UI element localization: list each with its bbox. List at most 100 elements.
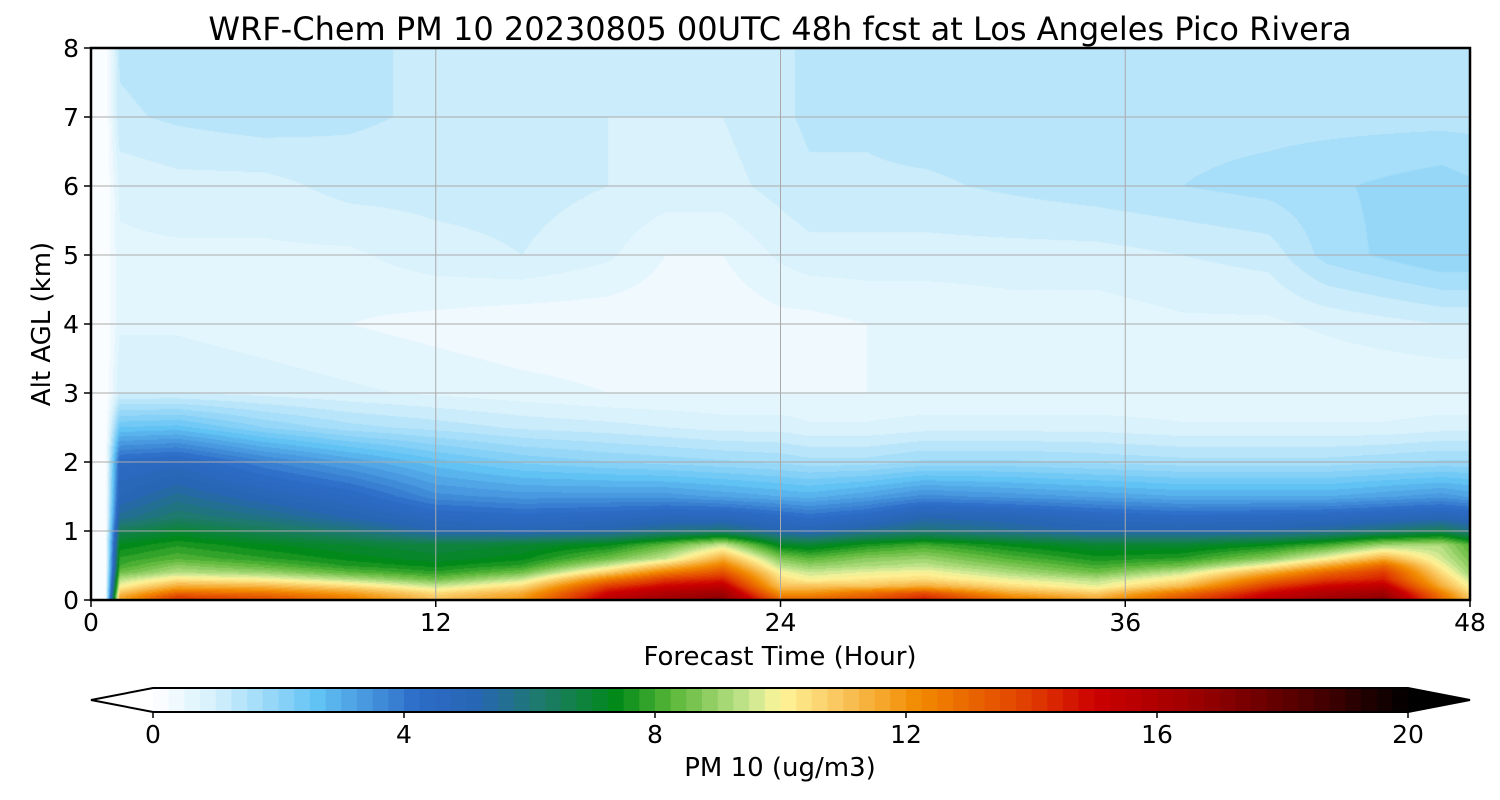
colorbar-segment	[921, 688, 938, 712]
x-tick-label: 24	[765, 608, 797, 637]
colorbar-segment	[1047, 688, 1064, 712]
y-tick-label: 0	[63, 586, 79, 615]
colorbar-segment	[1376, 688, 1393, 712]
colorbar-segment	[953, 688, 970, 712]
colorbar-segment	[278, 688, 295, 712]
colorbar-segment	[592, 688, 609, 712]
colorbar-segment	[890, 688, 907, 712]
colorbar-segment	[498, 688, 515, 712]
colorbar-segment	[529, 688, 546, 712]
colorbar-segment	[1251, 688, 1268, 712]
colorbar-segment	[231, 688, 248, 712]
colorbar-segment	[247, 688, 264, 712]
colorbar-segment	[1345, 688, 1362, 712]
colorbar-segment	[1015, 688, 1033, 712]
colorbar-segment	[482, 688, 499, 712]
y-axis-label: Alt AGL (km)	[27, 242, 57, 406]
colorbar-segment	[749, 688, 766, 712]
colorbar-tick-label: 0	[145, 720, 161, 749]
colorbar-segment	[843, 688, 860, 712]
colorbar-segment	[1298, 688, 1315, 712]
colorbar-segment	[576, 688, 593, 712]
colorbar-segment	[1172, 688, 1189, 712]
colorbar-segment	[1094, 688, 1111, 712]
colorbar-extend-high	[1408, 688, 1470, 712]
colorbar-segment	[968, 688, 986, 712]
colorbar-segment	[404, 688, 421, 712]
colorbar-segment	[388, 688, 405, 712]
colorbar-segment	[1360, 688, 1378, 712]
colorbar-segment	[1329, 688, 1346, 712]
colorbar-segment	[451, 688, 468, 712]
colorbar-segment	[655, 688, 672, 712]
chart-title: WRF-Chem PM 10 20230805 00UTC 48h fcst a…	[208, 10, 1351, 48]
colorbar-segment	[153, 688, 170, 712]
colorbar-tick-label: 20	[1392, 720, 1424, 749]
colorbar-segment	[1282, 688, 1299, 712]
colorbar-segment	[168, 688, 185, 712]
x-tick-label: 0	[83, 608, 99, 637]
colorbar-segment	[545, 688, 562, 712]
colorbar-segment	[513, 688, 531, 712]
colorbar-segment	[1109, 688, 1127, 712]
x-axis-label: Forecast Time (Hour)	[643, 642, 916, 672]
colorbar-segment	[1125, 688, 1142, 712]
colorbar-segment	[1266, 688, 1284, 712]
colorbar-segment	[623, 688, 640, 712]
colorbar-segment	[764, 688, 782, 712]
colorbar-segment	[1141, 688, 1158, 712]
colorbar-label: PM 10 (ug/m3)	[684, 753, 876, 783]
colorbar-segment	[1188, 688, 1205, 712]
colorbar-segment	[796, 688, 813, 712]
colorbar-segment	[1062, 688, 1080, 712]
colorbar-segment	[906, 688, 923, 712]
y-tick-label: 7	[63, 103, 79, 132]
y-tick-label: 3	[63, 379, 79, 408]
colorbar-ticks: 0 4 8 12 16 20	[145, 712, 1424, 749]
colorbar	[90, 687, 1471, 713]
colorbar-segment	[1392, 688, 1409, 712]
y-tick-label: 8	[63, 34, 79, 63]
colorbar-segment	[937, 688, 954, 712]
colorbar-tick-label: 8	[647, 720, 663, 749]
colorbar-segment	[294, 688, 311, 712]
colorbar-segment	[1313, 688, 1331, 712]
y-tick-label: 5	[63, 241, 79, 270]
colorbar-segment	[560, 688, 578, 712]
colorbar-extend-low	[91, 688, 153, 712]
y-axis: 0 1 2 3 4 5 6 7 8	[63, 34, 91, 615]
x-tick-label: 48	[1454, 608, 1486, 637]
colorbar-segment	[717, 688, 735, 712]
colorbar-segment	[702, 688, 719, 712]
colorbar-tick-label: 4	[396, 720, 412, 749]
colorbar-segment	[1031, 688, 1048, 712]
y-tick-label: 6	[63, 172, 79, 201]
colorbar-segment	[1204, 688, 1221, 712]
colorbar-segment	[1157, 688, 1174, 712]
colorbar-segment	[670, 688, 687, 712]
colorbar-segment	[184, 688, 201, 712]
colorbar-segment	[325, 688, 342, 712]
y-tick-label: 2	[63, 448, 79, 477]
colorbar-segment	[733, 688, 750, 712]
colorbar-segment	[372, 688, 389, 712]
colorbar-segment	[341, 688, 358, 712]
colorbar-segment	[466, 688, 484, 712]
x-tick-label: 36	[1109, 608, 1141, 637]
colorbar-segment	[780, 688, 797, 712]
colorbar-segment	[827, 688, 844, 712]
y-tick-label: 1	[63, 517, 79, 546]
colorbar-segment	[309, 688, 327, 712]
colorbar-segment	[200, 688, 217, 712]
colorbar-segment	[435, 688, 452, 712]
x-tick-label: 12	[420, 608, 452, 637]
colorbar-segment	[419, 688, 436, 712]
colorbar-tick-label: 16	[1141, 720, 1173, 749]
x-axis: 0 12 24 36 48	[83, 600, 1486, 637]
colorbar-segment	[858, 688, 876, 712]
colorbar-segment	[215, 688, 233, 712]
colorbar-segment	[607, 688, 625, 712]
colorbar-segment	[874, 688, 891, 712]
colorbar-segment	[1000, 688, 1017, 712]
